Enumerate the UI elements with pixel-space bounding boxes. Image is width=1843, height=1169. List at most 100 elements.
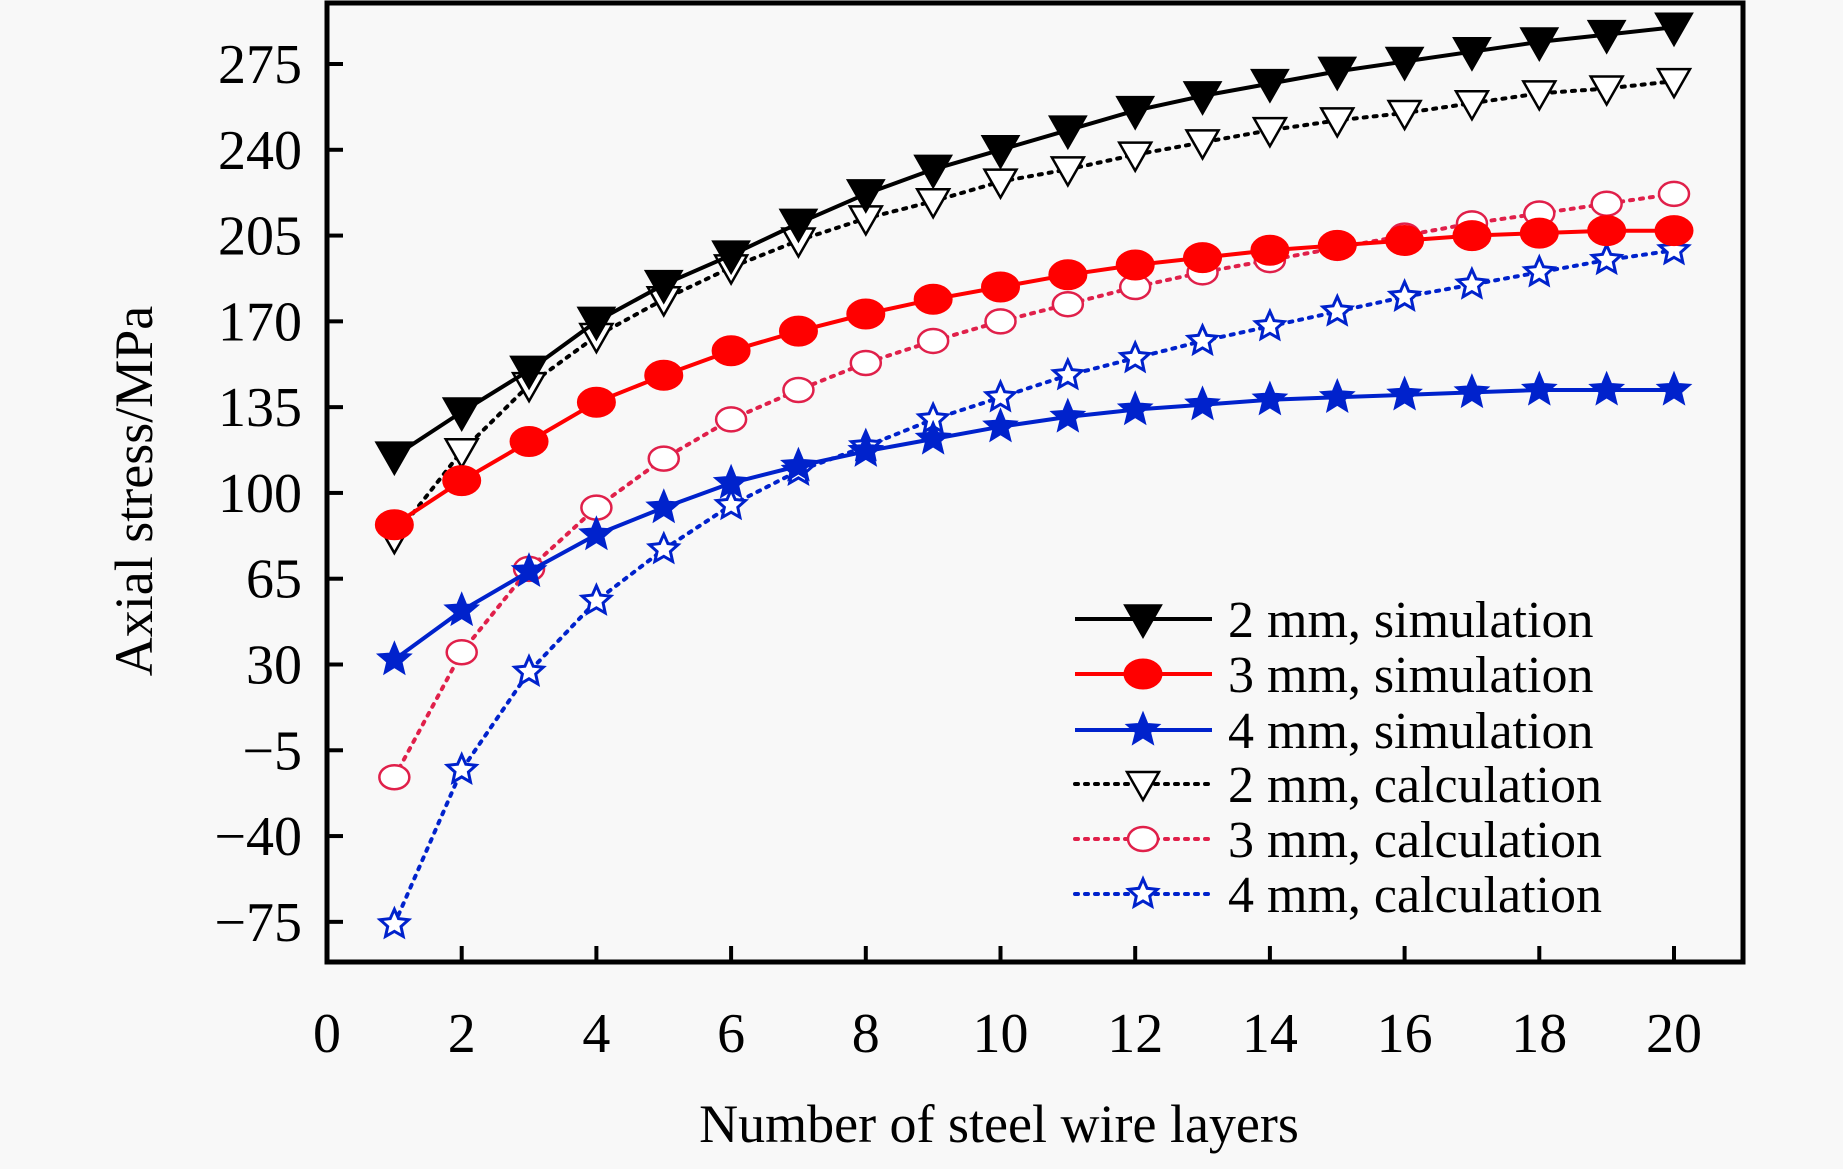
legend-marker: [1126, 825, 1160, 853]
data-point: [711, 240, 751, 276]
data-point: [1586, 19, 1627, 55]
data-point: [1385, 224, 1425, 256]
data-point: [1184, 385, 1221, 421]
y-tick-label: 30: [246, 634, 302, 696]
legend-item: 3 mm, calculation: [1073, 812, 1602, 869]
data-point: [1386, 375, 1423, 411]
data-point: [1656, 231, 1692, 266]
data-point: [443, 438, 480, 470]
x-tick-label: 20: [1646, 1003, 1702, 1065]
legend-marker: [1123, 658, 1163, 690]
data-point: [845, 179, 886, 214]
x-tick-label: 8: [852, 1003, 880, 1065]
data-point: [509, 425, 549, 457]
data-point: [647, 445, 680, 472]
data-point: [443, 591, 481, 627]
data-point: [1453, 373, 1491, 409]
legend-item: 2 mm, simulation: [1075, 592, 1593, 649]
data-point: [1519, 217, 1559, 249]
data-point: [1588, 75, 1625, 108]
y-tick-label: −5: [242, 720, 302, 782]
y-tick-label: 135: [218, 377, 302, 439]
data-point: [1252, 307, 1288, 342]
legend-label: 2 mm, simulation: [1228, 592, 1593, 649]
series-2-mm-simulation: [374, 12, 1694, 477]
data-point: [378, 763, 411, 791]
axes-frame: [324, 0, 1746, 965]
legend-marker: [1125, 875, 1161, 910]
legend-label: 3 mm, calculation: [1228, 812, 1602, 869]
series-line: [392, 248, 1676, 927]
data-point: [510, 552, 548, 587]
data-point: [576, 386, 616, 418]
data-point: [1452, 36, 1492, 72]
y-tick-label: −40: [214, 806, 302, 868]
data-point: [847, 431, 885, 467]
legend-marker: [1124, 710, 1162, 746]
data-point: [1182, 81, 1223, 116]
series-line: [393, 228, 1674, 527]
data-point: [984, 308, 1017, 335]
y-tick-label: 170: [218, 291, 302, 353]
x-tick-label: 18: [1511, 1003, 1567, 1065]
data-point: [1654, 12, 1694, 48]
data-point: [782, 376, 815, 404]
data-point: [1655, 67, 1693, 100]
x-tick-label: 6: [717, 1003, 745, 1065]
data-point: [1049, 397, 1087, 433]
data-point: [443, 751, 480, 785]
data-point: [1115, 95, 1156, 131]
legend-item: 2 mm, calculation: [1073, 757, 1602, 814]
legend-marker: [1124, 770, 1162, 803]
x-tick-label: 16: [1377, 1003, 1433, 1065]
data-point: [1654, 215, 1694, 247]
data-point: [1519, 27, 1560, 62]
y-tick-label: 275: [218, 34, 302, 96]
data-point: [1051, 290, 1085, 318]
data-point: [1521, 80, 1558, 112]
data-point: [1184, 129, 1221, 161]
data-point: [1319, 107, 1356, 139]
x-tick-label: 4: [582, 1003, 610, 1065]
data-point: [1250, 68, 1290, 104]
data-point: [1184, 322, 1221, 357]
y-tick-label: 100: [218, 463, 302, 525]
data-point: [1047, 115, 1088, 151]
y-tick-label: 205: [218, 206, 302, 268]
data-point: [1454, 265, 1490, 300]
data-point: [511, 653, 547, 688]
data-point: [1251, 116, 1289, 149]
y-tick-label: 65: [246, 549, 302, 611]
data-point: [1521, 253, 1558, 288]
data-point: [711, 335, 751, 367]
series-4-mm-simulation: [375, 370, 1693, 676]
data-point: [780, 446, 817, 482]
y-tick-label: 240: [218, 120, 302, 182]
data-point: [913, 283, 953, 315]
data-point: [1050, 356, 1086, 391]
data-point: [445, 638, 478, 666]
legend-label: 3 mm, simulation: [1228, 647, 1593, 704]
data-point: [374, 441, 415, 477]
data-point: [1048, 259, 1088, 291]
data-point: [643, 269, 684, 305]
data-point: [914, 419, 952, 455]
data-point: [1588, 241, 1625, 276]
x-tick-label: 14: [1242, 1003, 1298, 1065]
data-point: [1115, 249, 1155, 281]
data-point: [1453, 89, 1491, 122]
data-point: [1384, 46, 1425, 82]
data-point: [714, 406, 748, 433]
data-point: [376, 905, 413, 940]
series-3-mm-simulation: [374, 215, 1694, 541]
x-tick-label: 12: [1107, 1003, 1163, 1065]
data-point: [1587, 215, 1627, 247]
data-point: [1117, 339, 1154, 374]
data-point: [441, 397, 482, 433]
data-point: [645, 488, 683, 524]
legend-item: 4 mm, calculation: [1073, 867, 1602, 924]
x-tick-label: 10: [973, 1003, 1029, 1065]
y-axis-title: Axial stress/MPa: [104, 306, 164, 677]
legend-label: 2 mm, calculation: [1228, 757, 1602, 814]
